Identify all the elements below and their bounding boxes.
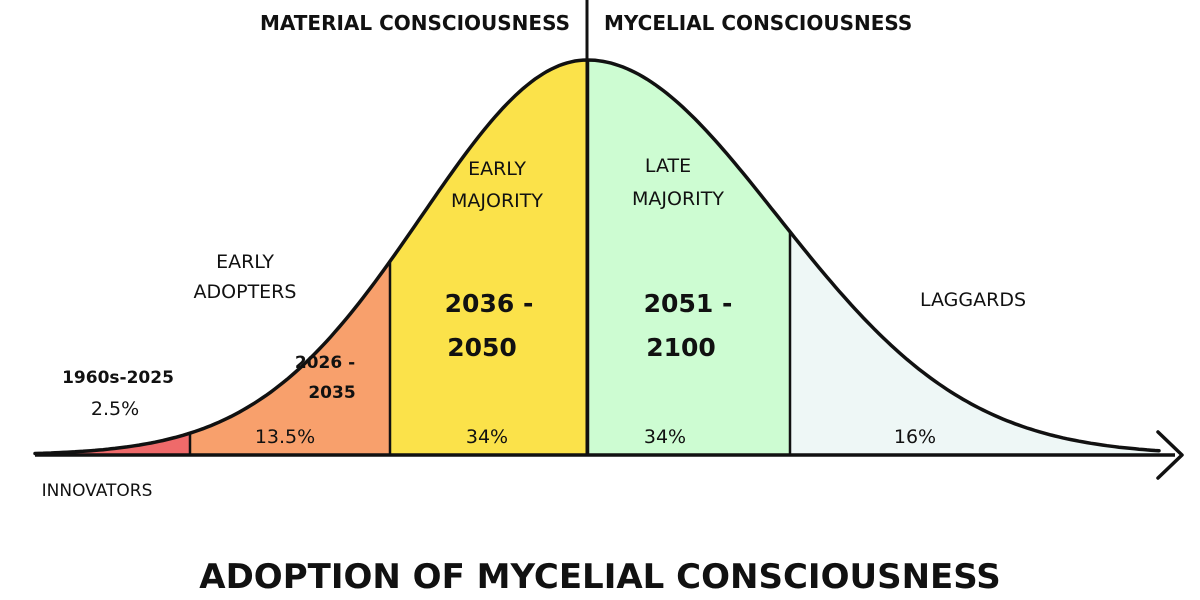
early-majority-years-line2: 2050 <box>447 333 517 362</box>
early-adopters-years-line1: 2026 - <box>295 353 355 373</box>
early-majority-label-line1: EARLY <box>468 158 526 180</box>
late-majority-label-line2: MAJORITY <box>632 188 724 210</box>
innovators-percent: 2.5% <box>91 398 139 420</box>
x-axis-arrowhead <box>1156 430 1184 480</box>
early-adopters-years-line2: 2035 <box>308 383 355 403</box>
late-majority-years-line2: 2100 <box>646 333 716 362</box>
region-innovators <box>35 60 190 455</box>
late-majority-years-line1: 2051 - <box>644 289 733 318</box>
early-majority-percent: 34% <box>466 426 508 448</box>
diagram-title: ADOPTION OF MYCELIAL CONSCIOUSNESS <box>199 557 1000 597</box>
material-consciousness-label: MATERIAL CONSCIOUSNESS <box>260 11 570 35</box>
innovators-label: INNOVATORS <box>42 481 153 501</box>
early-majority-label-line2: MAJORITY <box>451 190 543 212</box>
region-late-majority <box>588 60 790 455</box>
early-majority-years-line1: 2036 - <box>445 289 534 318</box>
mycelial-consciousness-label: MYCELIAL CONSCIOUSNESS <box>604 11 912 35</box>
early-adopters-label-line2: ADOPTERS <box>194 281 297 303</box>
early-adopters-percent: 13.5% <box>255 426 315 448</box>
laggards-percent: 16% <box>894 426 936 448</box>
late-majority-label-line1: LATE <box>645 155 691 177</box>
laggards-label: LAGGARDS <box>920 289 1026 311</box>
region-laggards <box>790 60 1160 455</box>
bell-curve <box>33 58 1161 456</box>
late-majority-percent: 34% <box>644 426 686 448</box>
innovators-years: 1960s-2025 <box>62 368 174 388</box>
region-early-majority <box>390 60 588 455</box>
region-early-adopters <box>190 60 390 455</box>
early-adopters-label-line1: EARLY <box>216 251 274 273</box>
